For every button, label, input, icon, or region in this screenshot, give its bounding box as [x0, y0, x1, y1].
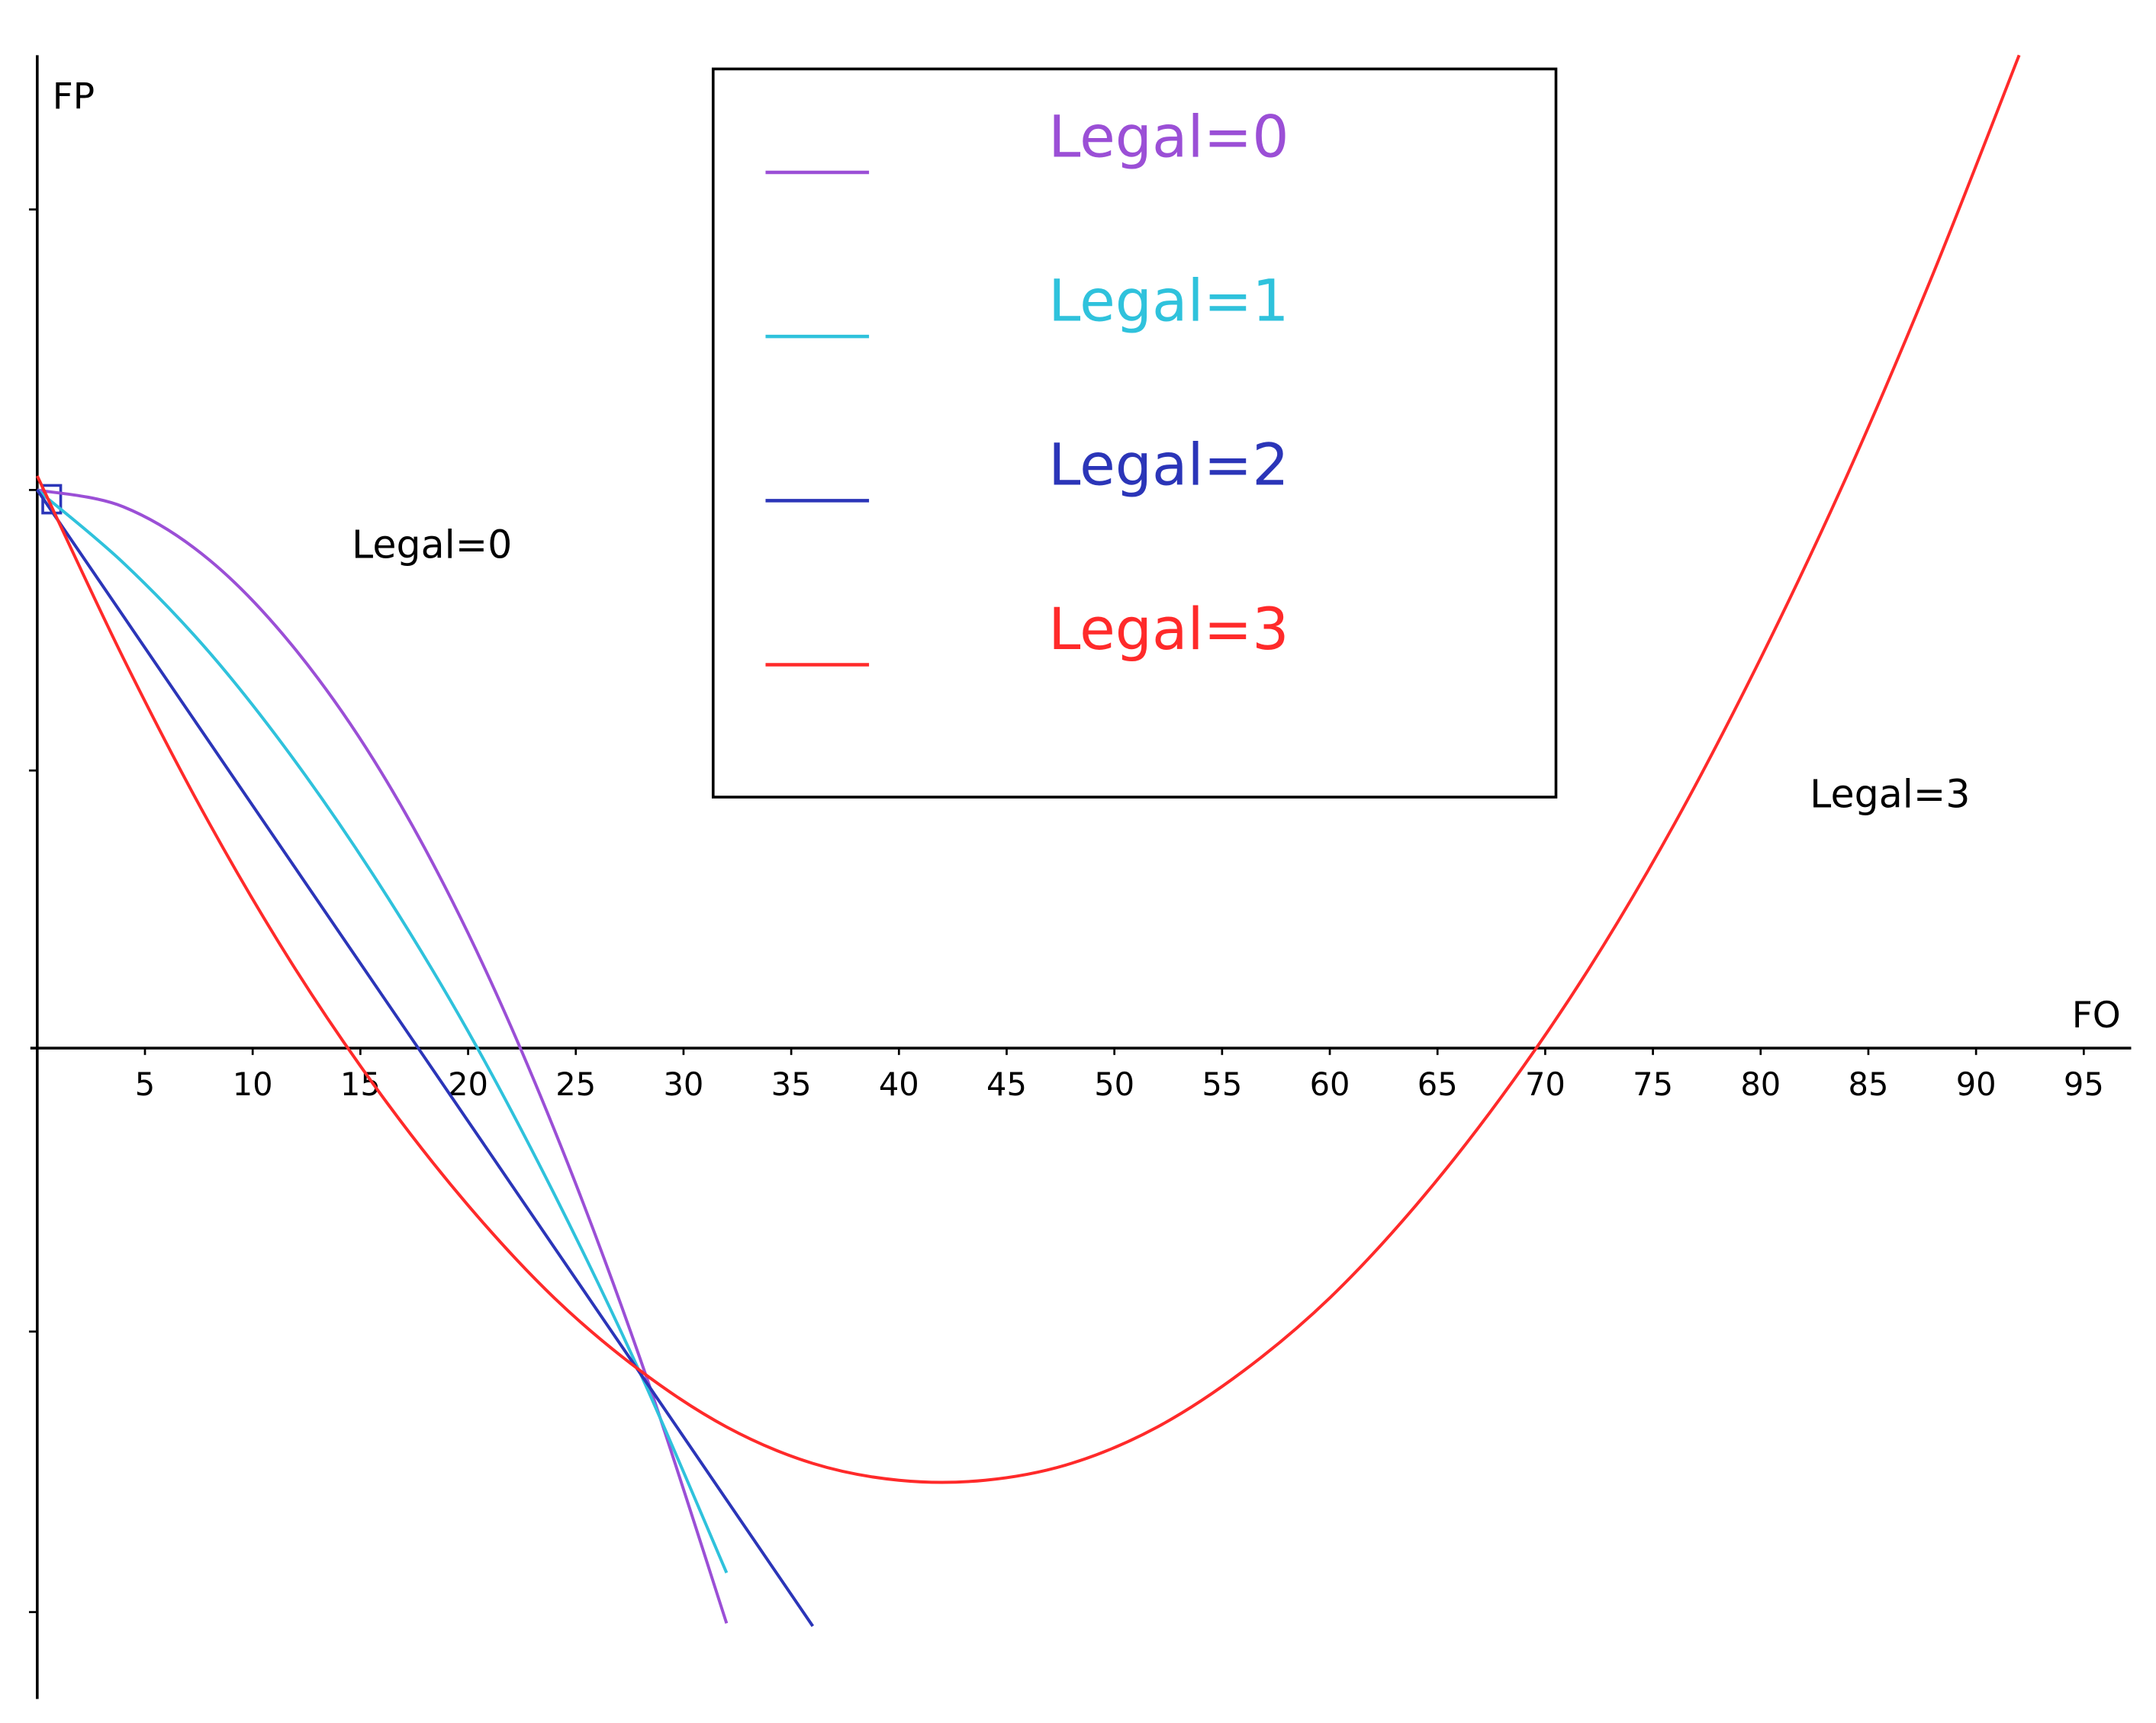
- x-tick-label: 35: [771, 1066, 812, 1103]
- legend-label: Legal=3: [1048, 596, 1289, 663]
- x-tick-label: 50: [1094, 1066, 1134, 1103]
- x-tick-label: 30: [663, 1066, 703, 1103]
- legend-label: Legal=2: [1048, 432, 1289, 499]
- annotation: Legal=0: [352, 522, 512, 567]
- series-line: [36, 488, 729, 1574]
- legend-label: Legal=1: [1048, 268, 1289, 335]
- x-tick-label: 70: [1525, 1066, 1566, 1103]
- x-tick-label: 75: [1633, 1066, 1673, 1103]
- series-line: [36, 489, 814, 1628]
- x-tick-label: 45: [986, 1066, 1027, 1103]
- x-tick-label: 5: [135, 1066, 155, 1103]
- x-tick-label: 80: [1740, 1066, 1781, 1103]
- y-axis-label: FP: [53, 76, 95, 118]
- x-tick-label: 20: [448, 1066, 488, 1103]
- x-tick-label: 60: [1310, 1066, 1350, 1103]
- x-tick-label: 25: [555, 1066, 596, 1103]
- x-tick-label: 40: [879, 1066, 919, 1103]
- x-tick-label: 10: [233, 1066, 273, 1103]
- x-axis-label: FO: [2072, 995, 2121, 1037]
- legend-box: [711, 67, 1558, 799]
- x-tick-label: 65: [1417, 1066, 1458, 1103]
- x-tick-label: 55: [1202, 1066, 1242, 1103]
- series-line: [37, 488, 729, 1624]
- x-tick-label: 95: [2064, 1066, 2104, 1103]
- x-tick-label: 90: [1956, 1066, 1997, 1103]
- x-tick-label: 85: [1849, 1066, 1889, 1103]
- annotation: Legal=3: [1810, 772, 1970, 817]
- legend-label: Legal=0: [1048, 103, 1289, 170]
- series-line: [36, 54, 2021, 1484]
